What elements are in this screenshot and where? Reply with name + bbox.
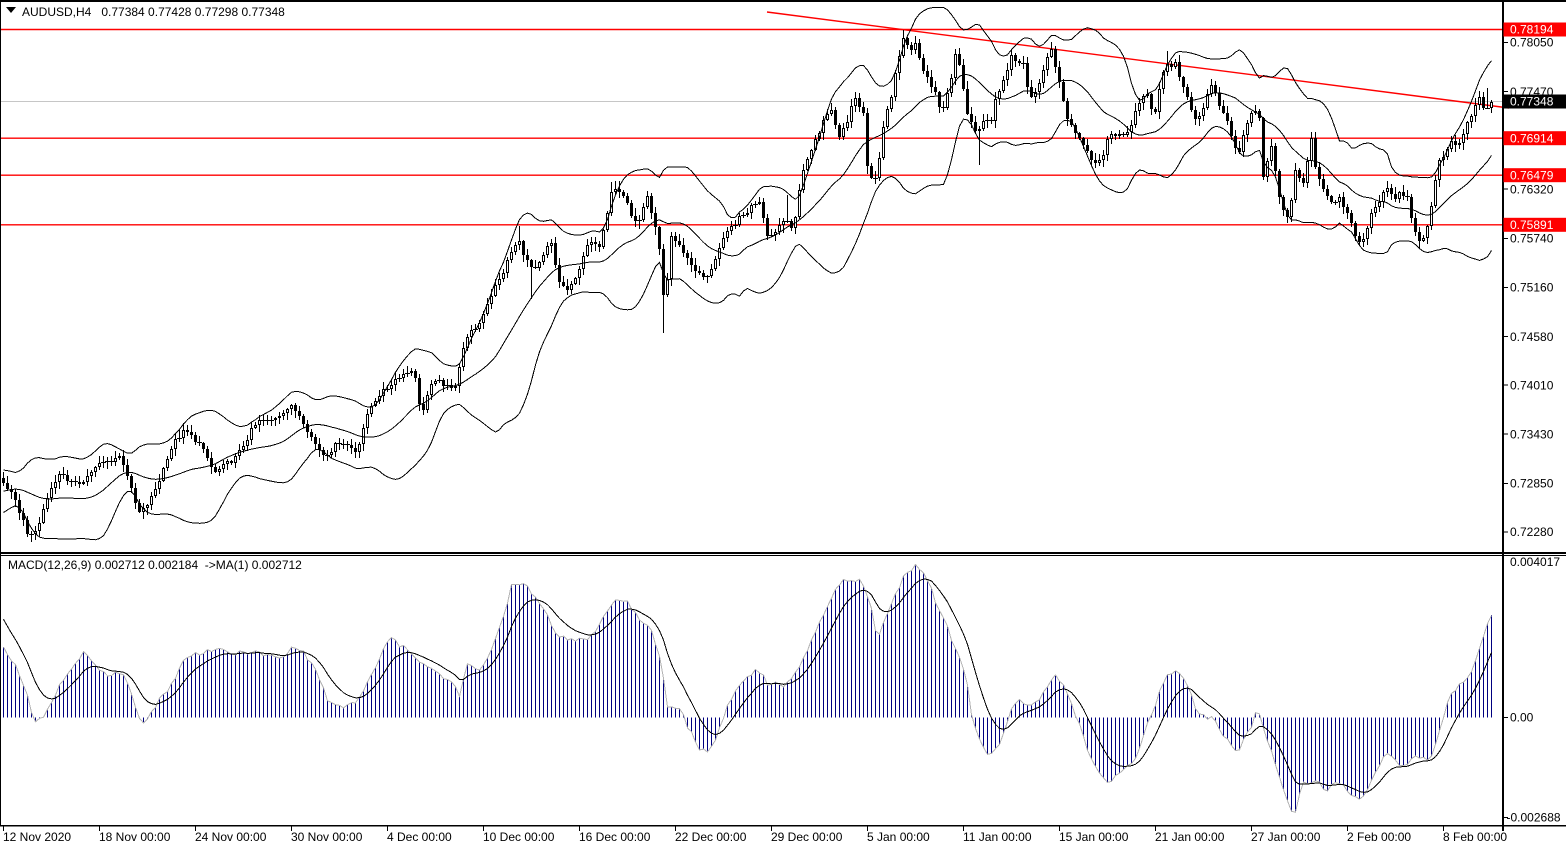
svg-text:0.76320: 0.76320 <box>1510 182 1554 196</box>
svg-text:0.76914: 0.76914 <box>1510 131 1554 145</box>
svg-text:24 Nov 00:00: 24 Nov 00:00 <box>195 830 267 844</box>
svg-text:15 Jan 00:00: 15 Jan 00:00 <box>1059 830 1129 844</box>
svg-text:0.75160: 0.75160 <box>1510 281 1554 295</box>
svg-text:16 Dec 00:00: 16 Dec 00:00 <box>579 830 651 844</box>
svg-text:2 Feb 00:00: 2 Feb 00:00 <box>1347 830 1411 844</box>
svg-text:0.78194: 0.78194 <box>1510 23 1554 37</box>
svg-text:18 Nov 00:00: 18 Nov 00:00 <box>99 830 171 844</box>
svg-text:0.004017: 0.004017 <box>1510 555 1560 569</box>
svg-text:27 Jan 00:00: 27 Jan 00:00 <box>1251 830 1321 844</box>
svg-text:30 Nov 00:00: 30 Nov 00:00 <box>291 830 363 844</box>
svg-text:0.75740: 0.75740 <box>1510 232 1554 246</box>
svg-text:0.74010: 0.74010 <box>1510 378 1554 392</box>
svg-text:11 Jan 00:00: 11 Jan 00:00 <box>963 830 1032 844</box>
svg-text:21 Jan 00:00: 21 Jan 00:00 <box>1155 830 1225 844</box>
svg-text:AUDUSD,H4 0.77384 0.77428 0.: AUDUSD,H4 0.77384 0.77428 0.77298 0.7734… <box>22 5 285 19</box>
svg-text:4 Dec 00:00: 4 Dec 00:00 <box>387 830 452 844</box>
svg-text:0.72850: 0.72850 <box>1510 477 1554 491</box>
svg-text:5 Jan 00:00: 5 Jan 00:00 <box>867 830 930 844</box>
svg-text:0.76479: 0.76479 <box>1510 168 1554 182</box>
svg-text:0.00: 0.00 <box>1510 711 1534 725</box>
svg-text:0.73430: 0.73430 <box>1510 427 1554 441</box>
svg-text:29 Dec 00:00: 29 Dec 00:00 <box>771 830 843 844</box>
svg-text:MACD(12,26,9) 0.002712 0.00218: MACD(12,26,9) 0.002712 0.002184 ->MA(1) … <box>8 558 302 572</box>
svg-text:10 Dec 00:00: 10 Dec 00:00 <box>483 830 555 844</box>
svg-text:0.78050: 0.78050 <box>1510 36 1554 50</box>
svg-text:0.72280: 0.72280 <box>1510 525 1554 539</box>
svg-text:12 Nov 2020: 12 Nov 2020 <box>3 830 71 844</box>
svg-text:8 Feb 00:00: 8 Feb 00:00 <box>1443 830 1507 844</box>
svg-text:0.75891: 0.75891 <box>1510 218 1554 232</box>
svg-text:-0.002688: -0.002688 <box>1507 811 1561 825</box>
svg-text:22 Dec 00:00: 22 Dec 00:00 <box>675 830 747 844</box>
svg-text:0.77348: 0.77348 <box>1510 95 1554 109</box>
svg-text:0.74580: 0.74580 <box>1510 330 1554 344</box>
